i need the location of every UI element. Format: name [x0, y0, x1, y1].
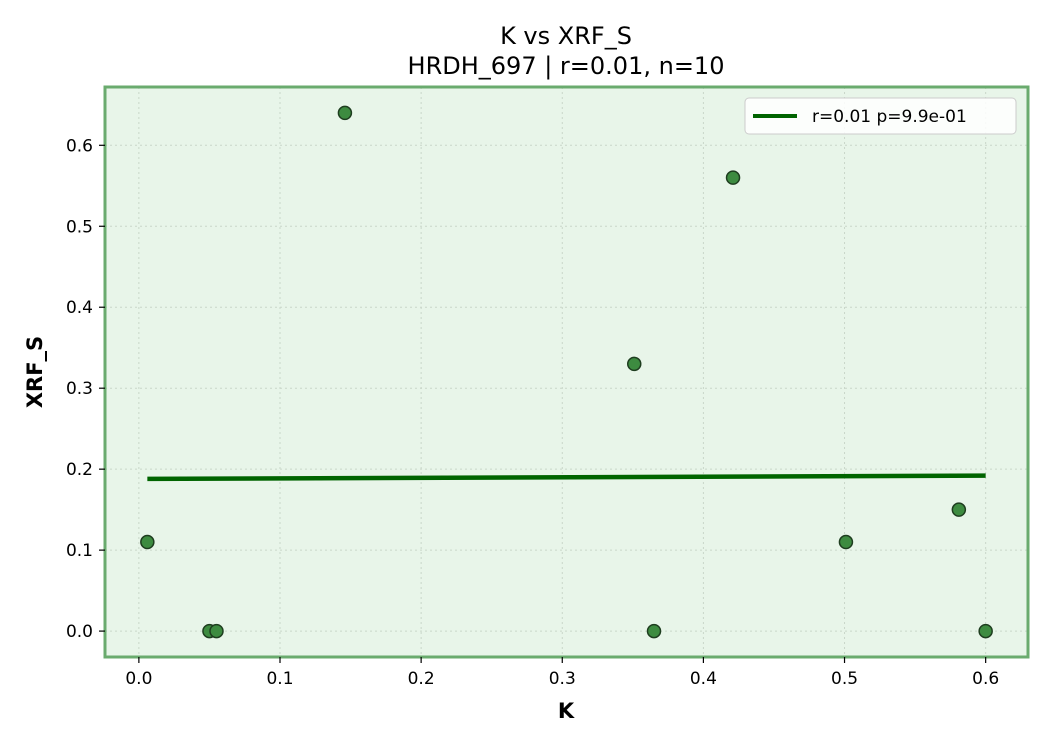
- plot-area: [105, 87, 1028, 657]
- grid-lines: [105, 87, 1028, 657]
- y-axis-label: XRF_S: [23, 336, 47, 408]
- scatter-point: [626, 356, 642, 372]
- scatter-point: [978, 623, 993, 639]
- fit-line-layer: [147, 473, 986, 482]
- x-tick-label: 0.1: [266, 669, 293, 689]
- x-tick-label: 0.5: [831, 669, 858, 689]
- scatter-point: [140, 534, 155, 550]
- y-tick-label: 0.2: [66, 460, 93, 480]
- chart-title: K vs XRF_S: [500, 22, 632, 50]
- y-tick-label: 0.4: [66, 298, 93, 318]
- scatter-point: [725, 170, 741, 185]
- plot-frame: [103, 85, 1030, 659]
- legend-label: r=0.01 p=9.9e-01: [812, 107, 967, 127]
- axis-ticks: 0.0 0.1 0.2 0.3 0.4 0.5 0.6 0.0 0.1 0.2 0.3 0.4 0.5 0…: [66, 136, 999, 689]
- x-axis-label: K: [558, 699, 575, 723]
- scatter-point: [838, 534, 854, 550]
- regression-line: [147, 473, 986, 482]
- scatter-point: [209, 623, 224, 639]
- legend: r=0.01 p=9.9e-01: [744, 97, 1017, 135]
- data-points: [140, 105, 993, 639]
- legend-box: [744, 97, 1017, 135]
- y-tick-label: 0.1: [66, 541, 93, 561]
- x-tick-label: 0.4: [690, 669, 717, 689]
- y-tick-label: 0.0: [66, 622, 93, 642]
- y-tick-label: 0.5: [66, 217, 93, 237]
- y-tick-label: 0.6: [66, 136, 93, 156]
- chart-subtitle: HRDH_697 | r=0.01, n=10: [408, 52, 725, 80]
- x-tick-label: 0.2: [408, 669, 435, 689]
- x-tick-label: 0.6: [972, 669, 999, 689]
- y-tick-label: 0.3: [66, 379, 93, 399]
- scatter-point: [337, 105, 353, 121]
- x-tick-label: 0.3: [549, 669, 576, 689]
- x-tick-label: 0.0: [125, 669, 152, 689]
- scatter-point: [646, 623, 662, 639]
- scatter-point: [951, 502, 967, 517]
